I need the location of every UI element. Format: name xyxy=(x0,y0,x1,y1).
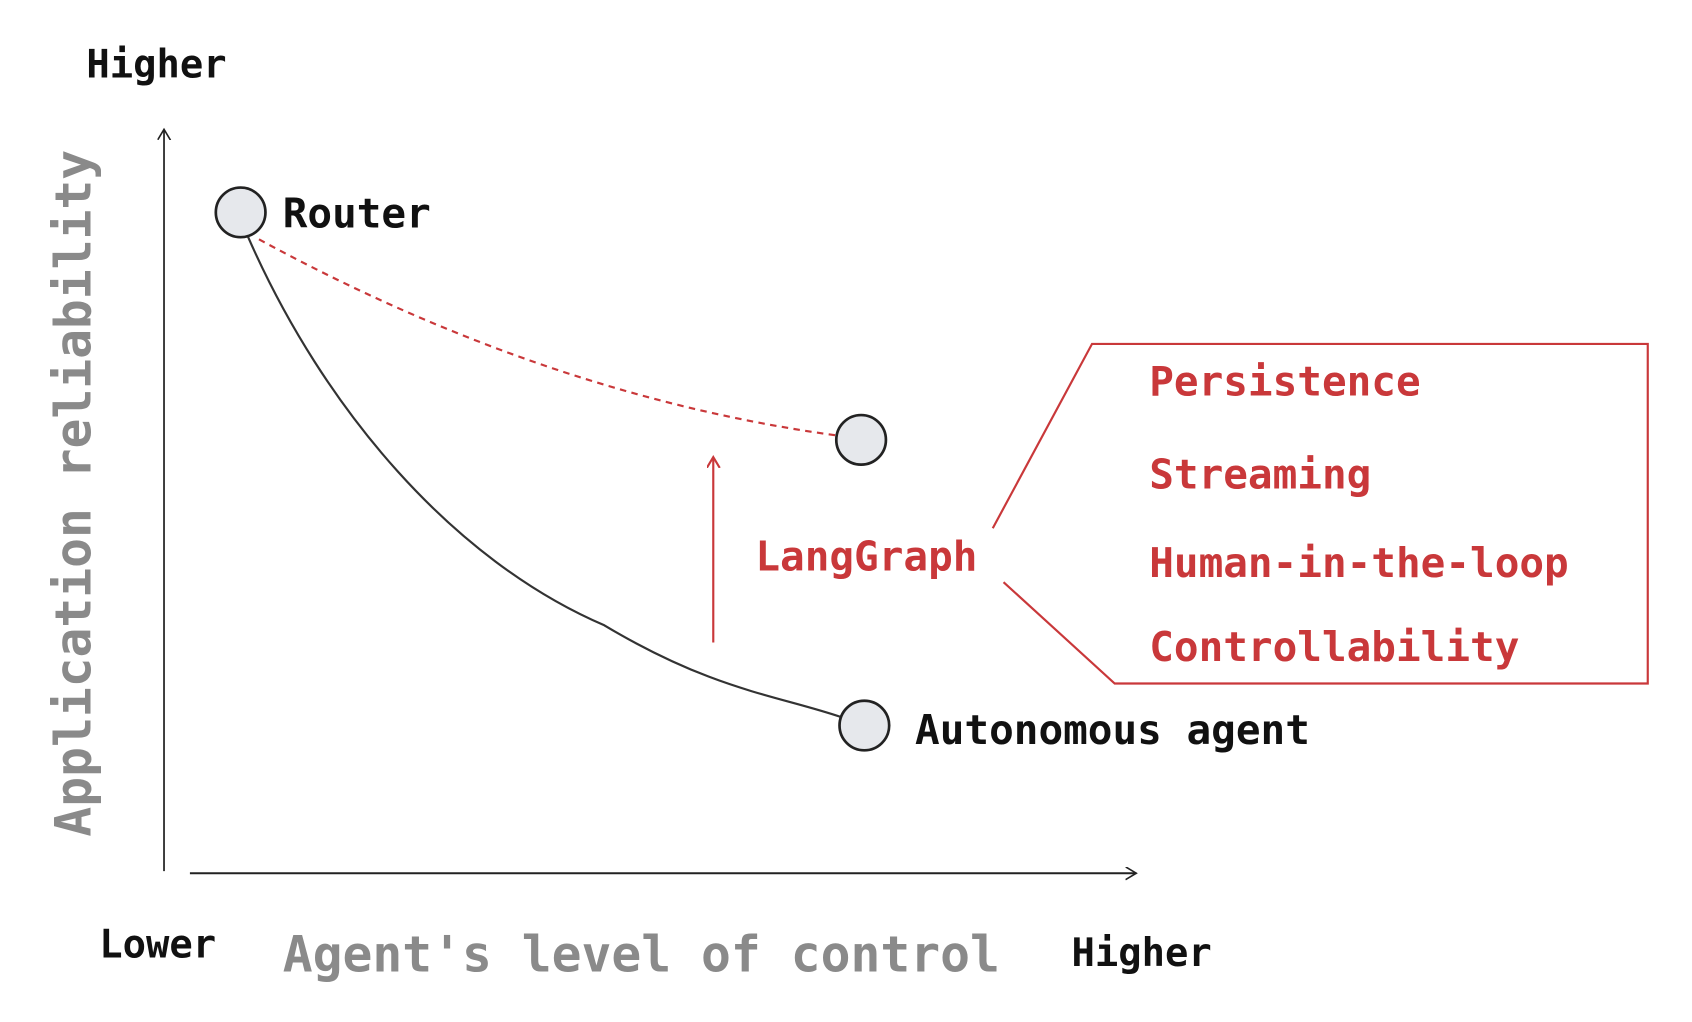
y-axis-top-label: Higher xyxy=(86,43,226,88)
feature-controllability: Controllability xyxy=(1149,623,1519,671)
autonomous-agent-node xyxy=(838,699,891,752)
y-axis-title: Application reliability xyxy=(45,150,103,837)
langgraph-label: LangGraph xyxy=(755,532,977,580)
router-label: Router xyxy=(283,189,431,237)
router-node xyxy=(214,186,267,239)
autonomous-agent-label: Autonomous agent xyxy=(915,706,1310,754)
feature-persistence: Persistence xyxy=(1149,358,1420,406)
x-axis-right-label: Higher xyxy=(1072,931,1212,976)
feature-callout-box xyxy=(991,342,1649,685)
x-axis-title: Agent's level of control xyxy=(283,925,1000,983)
feature-human-in-the-loop: Human-in-the-loop xyxy=(1149,539,1569,587)
baseline-tradeoff-curve xyxy=(247,236,841,718)
langgraph-node xyxy=(834,413,888,466)
x-axis-left-label: Lower xyxy=(99,922,216,967)
feature-streaming: Streaming xyxy=(1149,450,1371,498)
